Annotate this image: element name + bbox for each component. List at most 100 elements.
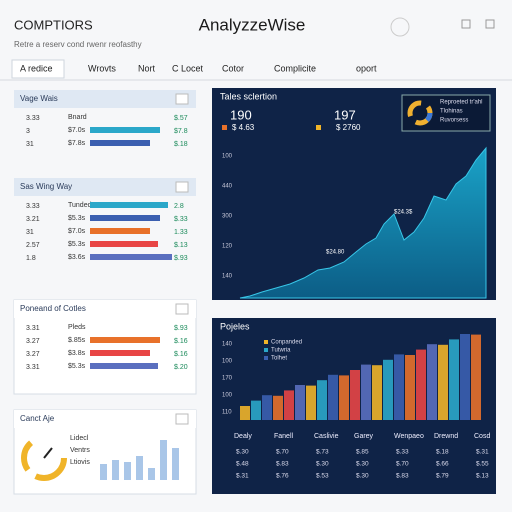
tab[interactable]: oport (356, 63, 377, 73)
y-tick-label: 170 (222, 376, 233, 382)
collapse-button[interactable] (175, 303, 189, 315)
bar (394, 354, 404, 420)
bar (251, 400, 261, 420)
row-value: $.16 (174, 351, 188, 358)
legend-label: Ltiovis (70, 459, 90, 466)
table-cell: $.55 (476, 461, 489, 468)
bar (306, 385, 316, 420)
panel-title: Tales sclertion (220, 91, 277, 101)
table-cell: $.70 (276, 449, 289, 456)
table-cell: $.79 (436, 473, 449, 480)
mini-bar (124, 462, 131, 480)
row-bar (90, 140, 150, 146)
stat-sub: $ 4.63 (232, 123, 255, 132)
icon[interactable] (390, 17, 410, 37)
row-bar (90, 241, 158, 247)
legend-label: Tolhet (271, 356, 287, 362)
row-label: 3.27 (26, 338, 40, 345)
row-value: $.18 (174, 141, 188, 148)
bar (339, 375, 349, 420)
row-name: $3.6s (68, 254, 86, 261)
bar (361, 364, 371, 420)
row-value: $.13 (174, 242, 188, 249)
row-label: 2.57 (26, 242, 40, 249)
annotation: $24.80 (326, 250, 345, 256)
y-tick-label: 120 (222, 244, 233, 250)
bar (328, 374, 338, 420)
legend-donut (407, 100, 433, 126)
tab-active (11, 59, 65, 79)
table-cell: $.31 (476, 449, 489, 456)
mini-bar (100, 464, 107, 480)
panel-header (14, 410, 196, 428)
icon[interactable] (485, 19, 495, 29)
row-bar (90, 363, 158, 369)
mini-bar (148, 468, 155, 480)
tab[interactable]: Complicite (274, 63, 316, 73)
row-bar (90, 228, 150, 234)
row-label: 3.31 (26, 364, 40, 371)
bar (416, 349, 426, 420)
table-cell: $.48 (236, 461, 249, 468)
tab[interactable]: Nort (138, 63, 156, 73)
legend-label: Reproeted tr'ahl (440, 100, 483, 106)
y-tick-label: 100 (222, 393, 233, 399)
panel-title: Vage Wais (20, 94, 58, 103)
row-label: 3.33 (26, 203, 40, 210)
panel-title: Sas Wing Way (20, 182, 72, 191)
x-tick-label: Fanell (274, 433, 294, 440)
tab[interactable]: Wrovts (88, 63, 116, 73)
table-cell: $.13 (476, 473, 489, 480)
legend-label: Ventrs (70, 447, 90, 454)
legend-swatch (264, 340, 268, 344)
y-tick-label: 300 (222, 214, 233, 220)
panel-title: Canct Aje (20, 414, 55, 423)
table-cell: $.30 (236, 449, 249, 456)
mini-bar (112, 460, 119, 480)
legend-label: Tutwria (271, 348, 291, 354)
collapse-button[interactable] (175, 413, 189, 425)
row-value: $.93 (174, 325, 188, 332)
table-cell: $.31 (236, 473, 249, 480)
tab[interactable]: Cotor (222, 63, 244, 73)
tab[interactable]: A redice (20, 63, 53, 73)
table-cell: $.33 (396, 449, 409, 456)
collapse-button[interactable] (175, 181, 189, 193)
table-cell: $.30 (356, 461, 369, 468)
bar (372, 365, 382, 420)
row-name: $.85s (68, 337, 86, 344)
row-value: $.57 (174, 115, 188, 122)
legend-label: Conpanded (271, 340, 302, 346)
icon[interactable] (461, 19, 471, 29)
row-value: $.93 (174, 255, 188, 262)
row-label: 3.33 (26, 115, 40, 122)
panel-header (14, 300, 196, 318)
collapse-button[interactable] (175, 93, 189, 105)
row-value: $.20 (174, 364, 188, 371)
row-value: 1.33 (174, 229, 188, 236)
row-name: $5.3s (68, 363, 86, 370)
row-label: 3.27 (26, 351, 40, 358)
legend-label: Lidecl (70, 435, 89, 442)
gauge (21, 435, 67, 481)
row-value: $.33 (174, 216, 188, 223)
bar (350, 370, 360, 420)
tab[interactable]: C Locet (172, 63, 204, 73)
row-name: $5.3s (68, 215, 86, 222)
row-value: $7.8 (174, 128, 188, 135)
row-label: 31 (26, 229, 34, 236)
stat-swatch (222, 125, 227, 130)
y-tick-label: 140 (222, 342, 233, 348)
brand: COMPTIORS (14, 17, 93, 32)
bar (460, 334, 470, 420)
row-name: $3.8s (68, 350, 86, 357)
y-tick-label: 110 (222, 410, 232, 416)
panel-title: Poneand of Cotles (20, 304, 86, 313)
table-cell: $.30 (316, 461, 329, 468)
bar (405, 355, 415, 420)
stat-value: 190 (230, 107, 252, 122)
row-name: $7.0s (68, 228, 86, 235)
row-bar (90, 127, 160, 133)
area-chart (239, 146, 487, 299)
mini-bar (160, 440, 167, 480)
